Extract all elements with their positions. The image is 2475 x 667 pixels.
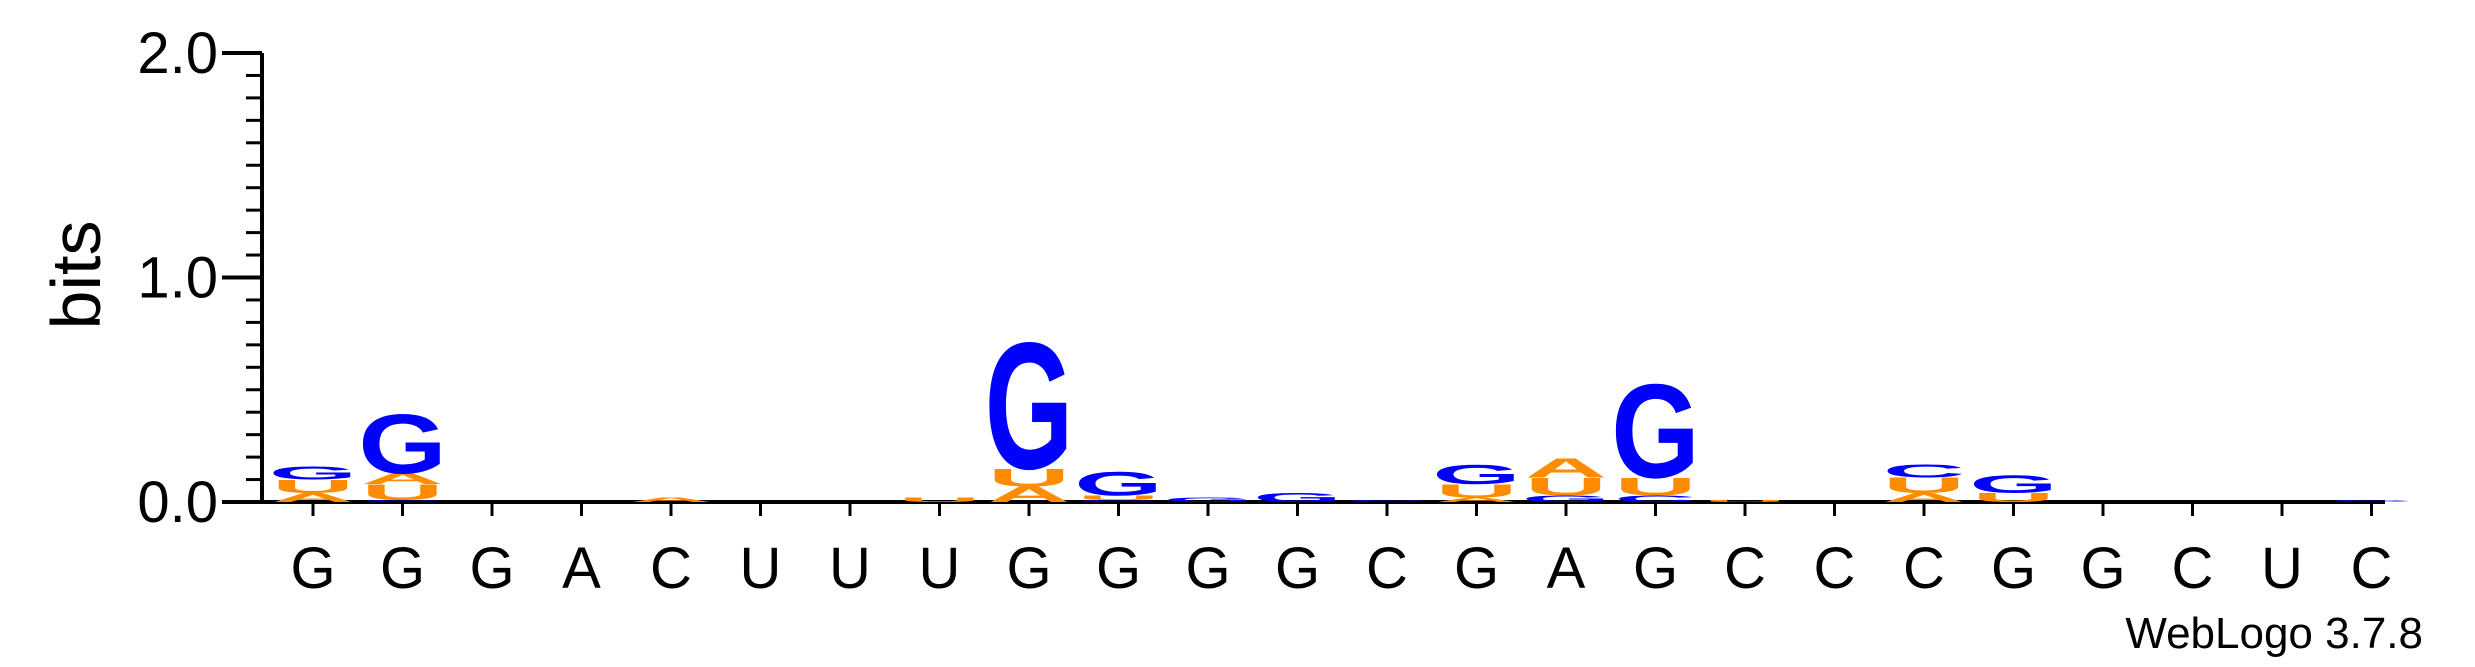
logo-letter-c: C — [1346, 499, 1428, 502]
logo-letter-u: U — [1883, 474, 1965, 498]
logo-letter-a: A — [361, 470, 443, 487]
logo-letter-g: G — [1611, 357, 1700, 507]
axes: 0.0 1.0 2.0 — [137, 21, 2385, 535]
logo-letter-g: G — [1522, 494, 1611, 504]
logo-letter-g: G — [1253, 491, 1342, 505]
logo-letter-g: G — [1074, 464, 1163, 502]
position-label: G — [1185, 536, 1230, 601]
logo-letter-u: U — [1972, 491, 2054, 505]
position-label: G — [290, 536, 335, 601]
logo-letter-g: G — [358, 397, 447, 491]
logo-letter-a: A — [272, 491, 354, 505]
logo-letter-u: U — [361, 480, 443, 504]
logo-letter-a: A — [630, 496, 712, 503]
logo-letter-a: A — [1435, 496, 1517, 503]
y-tick-label: 2.0 — [137, 21, 218, 86]
logo-letter-c: C — [2330, 499, 2412, 502]
position-label: G — [1275, 536, 1320, 601]
position-label: U — [2261, 536, 2303, 601]
logo-letter-c: C — [361, 499, 443, 502]
logo-letter-a: A — [1883, 491, 1965, 505]
logo-letter-u: U — [1525, 473, 1607, 501]
position-label: U — [740, 536, 782, 601]
position-label: G — [469, 536, 514, 601]
logo-letter-c: C — [1077, 499, 1159, 502]
logo-letter-c: C — [1883, 461, 1965, 482]
logo-letter-a: A — [1525, 452, 1607, 483]
y-tick-label: 0.0 — [137, 470, 218, 535]
logo-letter-u: U — [1704, 499, 1786, 502]
logo-letter-u: U — [898, 496, 980, 503]
position-label: U — [919, 536, 961, 601]
position-label: A — [1547, 536, 1586, 601]
position-label: C — [650, 536, 692, 601]
position-label: G — [1096, 536, 1141, 601]
position-label: G — [1454, 536, 1499, 601]
logo-letter-u: U — [1077, 494, 1159, 501]
logo-letter-c: C — [1614, 494, 1696, 504]
logo-letter-u: U — [1614, 473, 1696, 501]
logo-letter-g: G — [1164, 496, 1253, 503]
logo-letter-g: G — [1432, 459, 1521, 490]
y-axis-label: bits — [37, 221, 115, 330]
position-label: U — [829, 536, 871, 601]
position-label: G — [1991, 536, 2036, 601]
position-label: C — [1724, 536, 1766, 601]
position-label: G — [2080, 536, 2125, 601]
position-label: G — [1006, 536, 1051, 601]
position-label: C — [1366, 536, 1408, 601]
logo-letter-u: U — [988, 464, 1070, 492]
position-label: G — [380, 536, 425, 601]
position-label: A — [562, 536, 601, 601]
position-label: C — [2172, 536, 2214, 601]
logo-letter-g: G — [269, 463, 358, 484]
weblogo-credit: WebLogo 3.7.8 — [2125, 609, 2423, 658]
position-label: C — [2351, 536, 2393, 601]
position-label: G — [1633, 536, 1678, 601]
logo-letter-g: G — [985, 306, 1074, 508]
position-label: C — [1903, 536, 1945, 601]
y-tick-label: 1.0 — [137, 246, 218, 311]
logo-letter-u: U — [272, 476, 354, 497]
logo-letter-g: G — [1969, 471, 2058, 499]
logo-letter-u: U — [1435, 481, 1517, 502]
logo-letter-a: A — [988, 483, 1070, 507]
position-label: C — [1814, 536, 1856, 601]
